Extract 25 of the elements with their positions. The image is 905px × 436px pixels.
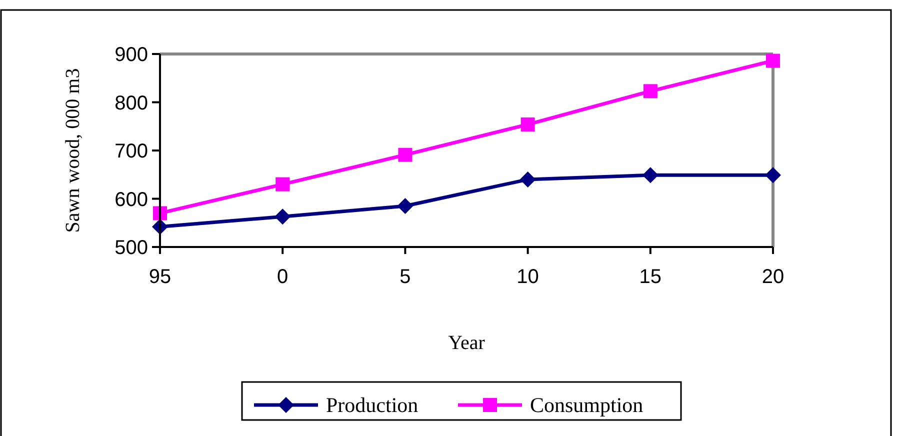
point — [643, 84, 658, 98]
point — [765, 167, 781, 184]
x-tick-label: 5 — [400, 266, 411, 288]
x-tick-label: 95 — [148, 266, 172, 288]
point — [520, 171, 536, 188]
y-tick-label: 800 — [114, 92, 148, 114]
point — [398, 148, 412, 162]
y-tick-label: 700 — [114, 140, 148, 162]
point — [642, 167, 658, 184]
point — [276, 177, 290, 192]
x-tick-label: 10 — [516, 266, 539, 288]
point — [397, 198, 414, 214]
legend-label: Consumption — [530, 393, 644, 417]
x-tick-label: 0 — [277, 266, 288, 288]
y-tick-label: 500 — [114, 237, 148, 259]
x-tick-label: 15 — [639, 266, 662, 288]
y-tick-label: 600 — [114, 188, 148, 211]
x-tick-label: 20 — [762, 266, 784, 288]
x-axis-title: Year — [448, 332, 486, 354]
y-axis-title: Sawn wood, 000 m3 — [62, 68, 84, 233]
point — [274, 208, 291, 225]
point — [766, 54, 780, 68]
legend-label: Production — [326, 393, 419, 417]
point — [520, 117, 535, 132]
y-tick-label: 900 — [114, 44, 148, 66]
